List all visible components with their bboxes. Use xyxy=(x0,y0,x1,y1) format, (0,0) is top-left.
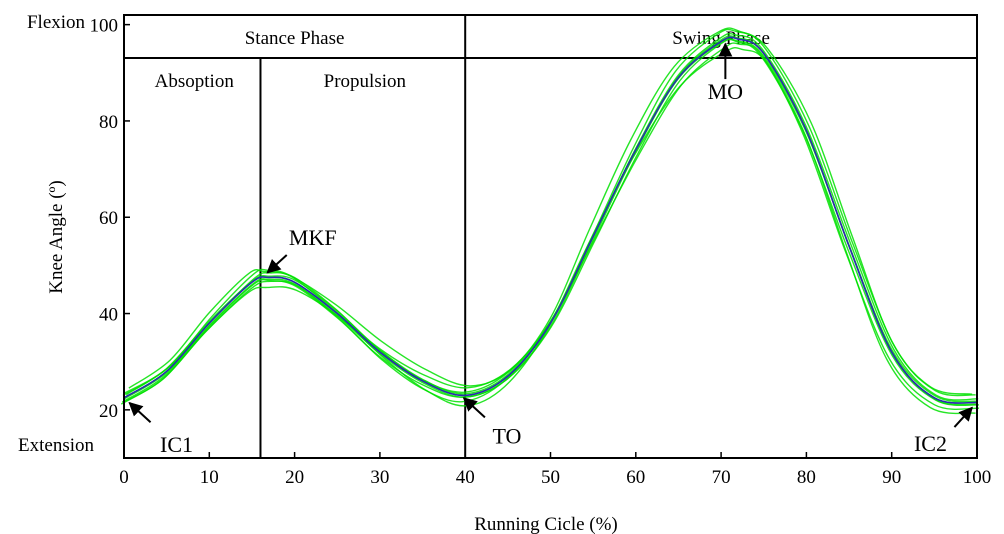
y-tick-label-2: 60 xyxy=(99,208,118,229)
trial-curve-2 xyxy=(121,38,979,407)
x-tick-label-5: 50 xyxy=(541,467,560,488)
x-tick-label-6: 60 xyxy=(626,467,645,488)
trial-curve-1 xyxy=(120,42,980,410)
x-tick-label-1: 10 xyxy=(200,467,219,488)
trial-curve-3 xyxy=(123,38,978,406)
y-tick-label-3: 80 xyxy=(99,112,118,133)
flexion-label: Flexion xyxy=(27,12,86,33)
annotation-arrow-ic1 xyxy=(128,401,152,423)
x-tick-label-0: 0 xyxy=(119,467,129,488)
annotation-label-mkf: MKF xyxy=(289,225,337,250)
annotation-label-mo: MO xyxy=(708,79,743,104)
x-tick-label-10: 100 xyxy=(963,467,992,488)
x-tick-label-3: 30 xyxy=(370,467,389,488)
subphase-label-0: Absoption xyxy=(155,71,235,92)
annotation-label-to: TO xyxy=(492,423,521,448)
annotation-layer: IC1 MKF TO MO IC2 xyxy=(128,42,973,457)
mean-curve xyxy=(123,36,978,404)
trial-curve-6 xyxy=(123,32,979,401)
trial-curve-4 xyxy=(123,36,978,404)
x-tick-label-9: 90 xyxy=(882,467,901,488)
subphase-label-1: Propulsion xyxy=(324,71,407,92)
y-tick-label-0: 20 xyxy=(99,401,118,422)
y-tick-label-4: 100 xyxy=(90,16,119,37)
annotation-label-ic1: IC1 xyxy=(160,432,193,457)
x-axis-label: Running Cicle (%) xyxy=(474,514,618,534)
annotation-label-ic2: IC2 xyxy=(914,431,947,456)
trial-curve-7 xyxy=(125,28,976,397)
annotation-arrow-mkf xyxy=(266,254,288,274)
plot-frame xyxy=(123,14,978,459)
phase-label-0: Stance Phase xyxy=(245,28,345,49)
tick-layer: 0 10 20 30 40 50 60 70 80 90 100 20 40 60 80 100 xyxy=(90,16,992,488)
y-tick-label-1: 40 xyxy=(99,305,118,326)
annotation-arrow-to xyxy=(462,397,486,419)
x-tick-label-8: 80 xyxy=(797,467,816,488)
trial-curve-8 xyxy=(128,27,973,395)
annotation-arrow-ic2 xyxy=(953,406,973,428)
y-axis-label: Knee Angle (º) xyxy=(46,180,67,294)
x-tick-label-7: 70 xyxy=(712,467,731,488)
trial-curve-5 xyxy=(122,35,979,403)
x-tick-label-4: 40 xyxy=(456,467,475,488)
extension-label: Extension xyxy=(18,435,94,456)
x-tick-label-2: 20 xyxy=(285,467,304,488)
curve-layer xyxy=(120,27,980,415)
